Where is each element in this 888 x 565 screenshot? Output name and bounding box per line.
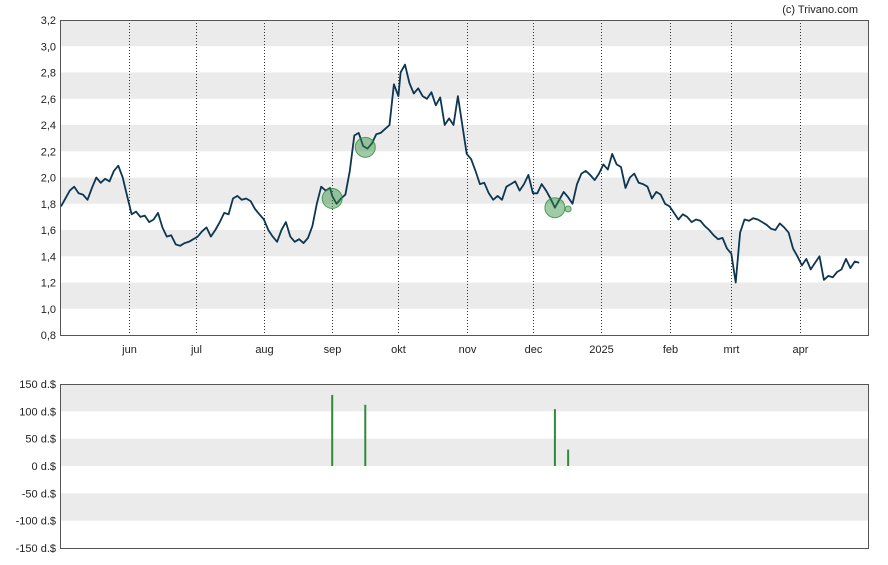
grid-band — [61, 20, 868, 47]
x-tick-label: nov — [459, 344, 477, 356]
insider-bar — [567, 449, 570, 466]
x-tick-label: sep — [324, 344, 342, 356]
insider-plot-frame — [60, 384, 869, 549]
y-tick-label: 2,0 — [41, 173, 56, 185]
y-tick-label: 1,6 — [41, 225, 56, 237]
y-tick-label: 1,2 — [41, 278, 56, 290]
x-tick-label: feb — [663, 344, 678, 356]
y-tick-label: 0,8 — [41, 330, 56, 342]
credit-label: (c) Trivano.com — [782, 4, 858, 16]
y-tick-label: 100 d.$ — [19, 406, 56, 418]
grid-band — [61, 230, 868, 257]
transaction-marker — [321, 188, 343, 209]
insider-bar — [553, 409, 556, 466]
x-tick-label: 2025 — [589, 344, 613, 356]
transaction-marker — [564, 205, 572, 213]
x-tick-label: apr — [793, 344, 809, 356]
x-tick-label: mrt — [724, 344, 740, 356]
x-tick-label: aug — [255, 344, 273, 356]
y-tick-label: 0 d.$ — [32, 461, 56, 473]
y-tick-label: 2,4 — [41, 120, 56, 132]
y-tick-label: -50 d.$ — [22, 488, 56, 500]
price-series-line — [60, 63, 860, 284]
y-tick-label: 3,0 — [41, 41, 56, 53]
y-tick-label: -100 d.$ — [16, 516, 56, 528]
insider-bars — [331, 394, 570, 466]
price-grid-bands — [61, 20, 868, 309]
y-tick-label: 2,2 — [41, 146, 56, 158]
grid-band — [61, 493, 868, 521]
price-plot-frame — [60, 20, 869, 336]
insider-bar — [364, 404, 367, 466]
grid-band — [61, 384, 868, 412]
y-tick-label: 150 d.$ — [19, 379, 56, 391]
y-tick-label: 1,0 — [41, 304, 56, 316]
transaction-marker — [354, 136, 376, 158]
grid-band — [61, 177, 868, 204]
insider-y-axis: 150 d.$ 100 d.$ 50 d.$ 0 d.$ -50 d.$ -100 d.$… — [16, 379, 56, 555]
y-tick-label: 1,4 — [41, 251, 56, 263]
y-tick-label: 50 d.$ — [25, 434, 56, 446]
grid-band — [61, 282, 868, 309]
insider-bar — [331, 394, 334, 466]
insider-grid-bands — [61, 384, 868, 521]
price-markers — [321, 136, 572, 219]
y-tick-label: 2,6 — [41, 94, 56, 106]
y-tick-label: -150 d.$ — [16, 543, 56, 555]
price-y-axis: 3,2 3,0 2,8 2,6 2,4 2,2 2,0 1,8 1,6 1,4 1,2 1,0 0,8 — [41, 15, 56, 342]
transaction-marker — [544, 197, 566, 219]
x-tick-label: dec — [525, 344, 543, 356]
grid-band — [61, 72, 868, 99]
y-tick-label: 2,8 — [41, 68, 56, 80]
grid-band — [61, 438, 868, 466]
price-x-axis: jun jul aug sep okt nov dec 2025 feb mrt apr — [121, 344, 809, 356]
x-tick-label: jun — [121, 344, 137, 356]
x-tick-label: okt — [391, 344, 406, 356]
y-tick-label: 1,8 — [41, 199, 56, 211]
x-tick-label: jul — [190, 344, 202, 356]
y-tick-label: 3,2 — [41, 15, 56, 27]
insider-panel: 150 d.$ 100 d.$ 50 d.$ 0 d.$ -50 d.$ -100 d.$… — [16, 379, 869, 555]
price-panel: 3,23,02,82,62,42,22,01,81,61,41,21,00,8 … — [41, 15, 869, 356]
